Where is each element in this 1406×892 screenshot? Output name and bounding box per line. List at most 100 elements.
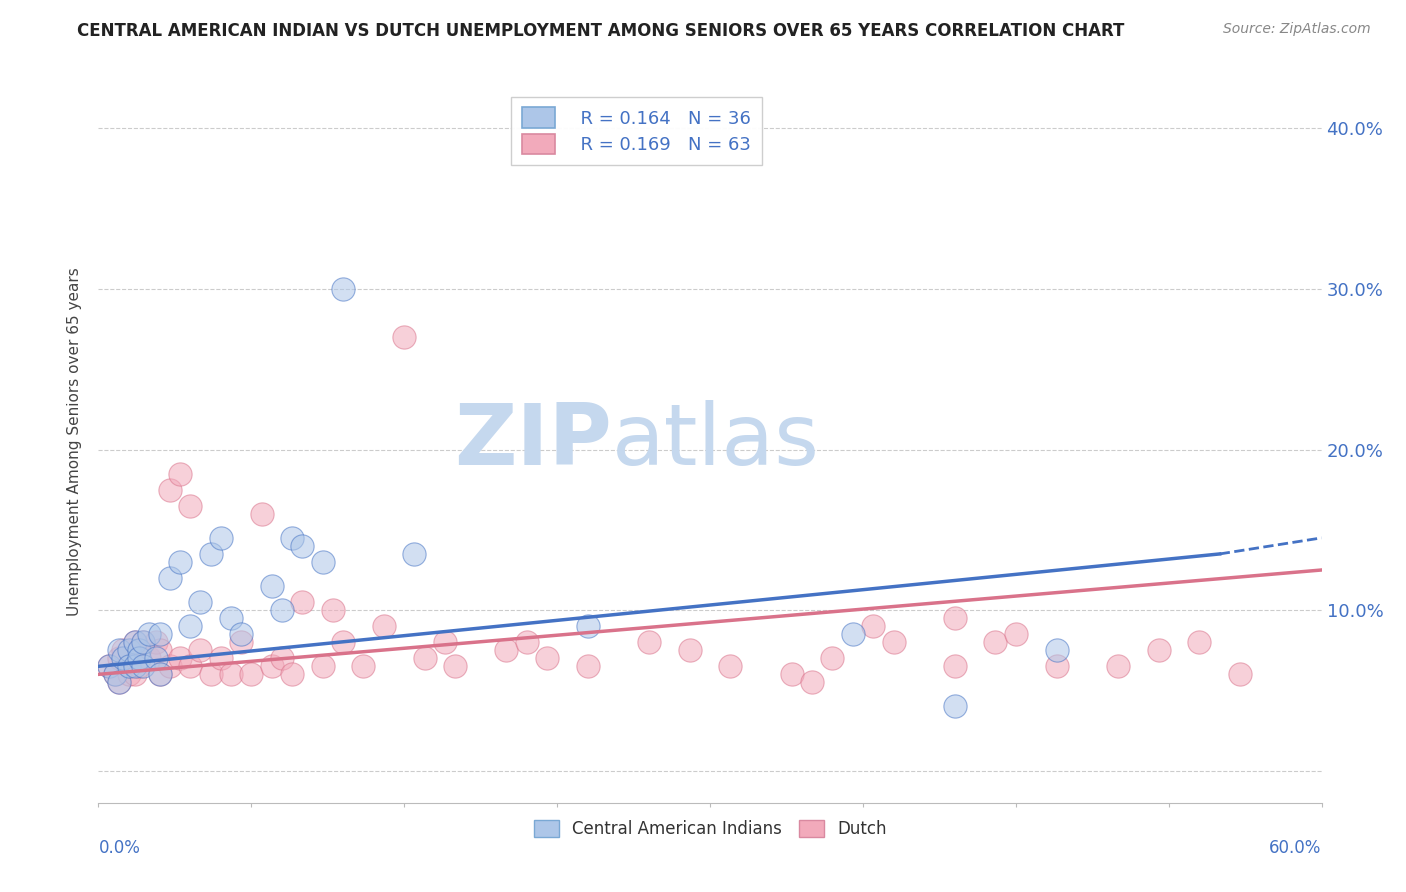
Point: [291, 595, 314, 609]
Point: [240, 667, 263, 681]
Text: CENTRAL AMERICAN INDIAN VS DUTCH UNEMPLOYMENT AMONG SENIORS OVER 65 YEARS CORREL: CENTRAL AMERICAN INDIAN VS DUTCH UNEMPLO…: [77, 22, 1125, 40]
Point: [444, 659, 467, 673]
Point: [250, 507, 273, 521]
Point: [1229, 667, 1251, 681]
Point: [281, 531, 304, 545]
Point: [108, 643, 131, 657]
Point: [124, 659, 146, 673]
Point: [373, 619, 395, 633]
Point: [943, 699, 966, 714]
Point: [97, 659, 120, 673]
Point: [1045, 643, 1069, 657]
Point: [536, 651, 558, 665]
Point: [219, 667, 242, 681]
Point: [312, 659, 335, 673]
Point: [231, 635, 253, 649]
Point: [188, 595, 212, 609]
Point: [332, 282, 354, 296]
Point: [219, 611, 242, 625]
Point: [495, 643, 517, 657]
Text: 0.0%: 0.0%: [98, 838, 141, 857]
Point: [132, 635, 155, 649]
Point: [332, 635, 354, 649]
Point: [118, 659, 141, 673]
Point: [111, 643, 134, 657]
Point: [434, 635, 457, 649]
Point: [841, 627, 863, 641]
Point: [413, 651, 436, 665]
Point: [209, 531, 232, 545]
Point: [169, 555, 191, 569]
Point: [118, 643, 141, 657]
Text: ZIP: ZIP: [454, 400, 612, 483]
Point: [200, 667, 222, 681]
Point: [111, 651, 134, 665]
Point: [138, 651, 160, 665]
Point: [132, 659, 155, 673]
Point: [104, 667, 127, 681]
Point: [128, 643, 150, 657]
Point: [149, 667, 172, 681]
Point: [1045, 659, 1069, 673]
Point: [883, 635, 905, 649]
Point: [576, 619, 599, 633]
Point: [984, 635, 1007, 649]
Point: [322, 603, 344, 617]
Point: [291, 539, 314, 553]
Point: [118, 659, 141, 673]
Point: [1004, 627, 1026, 641]
Point: [124, 635, 146, 649]
Point: [801, 675, 824, 690]
Point: [159, 571, 181, 585]
Text: 60.0%: 60.0%: [1270, 838, 1322, 857]
Point: [97, 659, 120, 673]
Point: [404, 547, 426, 561]
Point: [270, 651, 294, 665]
Point: [270, 603, 294, 617]
Point: [104, 667, 127, 681]
Point: [718, 659, 742, 673]
Point: [1107, 659, 1129, 673]
Point: [179, 659, 201, 673]
Point: [149, 627, 172, 641]
Point: [128, 659, 150, 673]
Y-axis label: Unemployment Among Seniors over 65 years: Unemployment Among Seniors over 65 years: [67, 268, 83, 615]
Point: [209, 651, 232, 665]
Point: [169, 651, 191, 665]
Point: [679, 643, 702, 657]
Point: [862, 619, 884, 633]
Point: [118, 667, 141, 681]
Point: [145, 651, 167, 665]
Point: [231, 627, 253, 641]
Point: [281, 667, 304, 681]
Point: [200, 547, 222, 561]
Point: [188, 643, 212, 657]
Point: [260, 659, 283, 673]
Point: [392, 330, 416, 344]
Point: [821, 651, 844, 665]
Point: [637, 635, 661, 649]
Point: [124, 635, 146, 649]
Point: [352, 659, 374, 673]
Point: [108, 675, 131, 690]
Point: [943, 659, 966, 673]
Point: [576, 659, 599, 673]
Text: atlas: atlas: [612, 400, 820, 483]
Point: [1188, 635, 1211, 649]
Point: [516, 635, 538, 649]
Point: [128, 643, 150, 657]
Point: [780, 667, 803, 681]
Point: [179, 619, 201, 633]
Point: [943, 611, 966, 625]
Point: [179, 499, 201, 513]
Point: [108, 651, 131, 665]
Point: [312, 555, 335, 569]
Point: [159, 659, 181, 673]
Point: [1147, 643, 1170, 657]
Point: [124, 667, 146, 681]
Point: [149, 667, 172, 681]
Point: [260, 579, 283, 593]
Point: [128, 651, 150, 665]
Point: [132, 635, 155, 649]
Point: [108, 675, 131, 690]
